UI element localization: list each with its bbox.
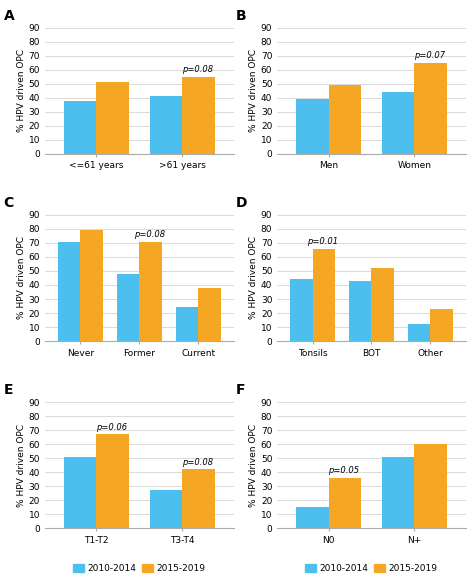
Bar <box>414 444 447 528</box>
Legend: 2010-2014, 2015-2019: 2010-2014, 2015-2019 <box>302 561 441 577</box>
Text: p=0.01: p=0.01 <box>307 237 338 246</box>
Bar <box>382 92 414 154</box>
Bar <box>312 248 335 341</box>
Bar <box>182 77 215 154</box>
Text: D: D <box>236 196 247 210</box>
Text: p=0.08: p=0.08 <box>134 230 165 239</box>
Bar <box>64 100 97 154</box>
Bar <box>382 457 414 528</box>
Bar <box>150 96 182 154</box>
Y-axis label: % HPV driven OPC: % HPV driven OPC <box>17 237 26 319</box>
Bar <box>328 478 361 528</box>
Bar <box>97 434 129 528</box>
Bar <box>430 309 453 341</box>
Bar <box>372 268 394 341</box>
Text: p=0.08: p=0.08 <box>182 458 213 467</box>
Bar <box>58 241 81 341</box>
Bar <box>117 274 139 341</box>
Y-axis label: % HPV driven OPC: % HPV driven OPC <box>249 237 258 319</box>
Y-axis label: % HPV driven OPC: % HPV driven OPC <box>17 424 26 507</box>
Text: F: F <box>236 383 245 397</box>
Y-axis label: % HPV driven OPC: % HPV driven OPC <box>249 424 258 507</box>
Text: A: A <box>4 9 14 23</box>
Text: p=0.08: p=0.08 <box>182 65 213 74</box>
Bar <box>139 241 162 341</box>
Text: p=0.05: p=0.05 <box>328 466 359 475</box>
Text: p=0.07: p=0.07 <box>414 51 445 60</box>
Bar <box>176 308 198 341</box>
Bar <box>296 507 328 528</box>
Bar <box>414 63 447 154</box>
Bar <box>349 281 372 341</box>
Legend: 2010-2014, 2015-2019: 2010-2014, 2015-2019 <box>70 561 209 577</box>
Bar <box>296 99 328 154</box>
Y-axis label: % HPV driven OPC: % HPV driven OPC <box>17 49 26 132</box>
Text: B: B <box>236 9 246 23</box>
Bar <box>182 470 215 528</box>
Bar <box>408 324 430 341</box>
Bar <box>81 230 103 341</box>
Bar <box>97 82 129 154</box>
Bar <box>64 457 97 528</box>
Bar <box>290 279 312 341</box>
Text: C: C <box>4 196 14 210</box>
Text: p=0.06: p=0.06 <box>96 423 127 431</box>
Text: E: E <box>4 383 13 397</box>
Bar <box>150 491 182 528</box>
Bar <box>328 85 361 154</box>
Y-axis label: % HPV driven OPC: % HPV driven OPC <box>249 49 258 132</box>
Bar <box>198 288 220 341</box>
